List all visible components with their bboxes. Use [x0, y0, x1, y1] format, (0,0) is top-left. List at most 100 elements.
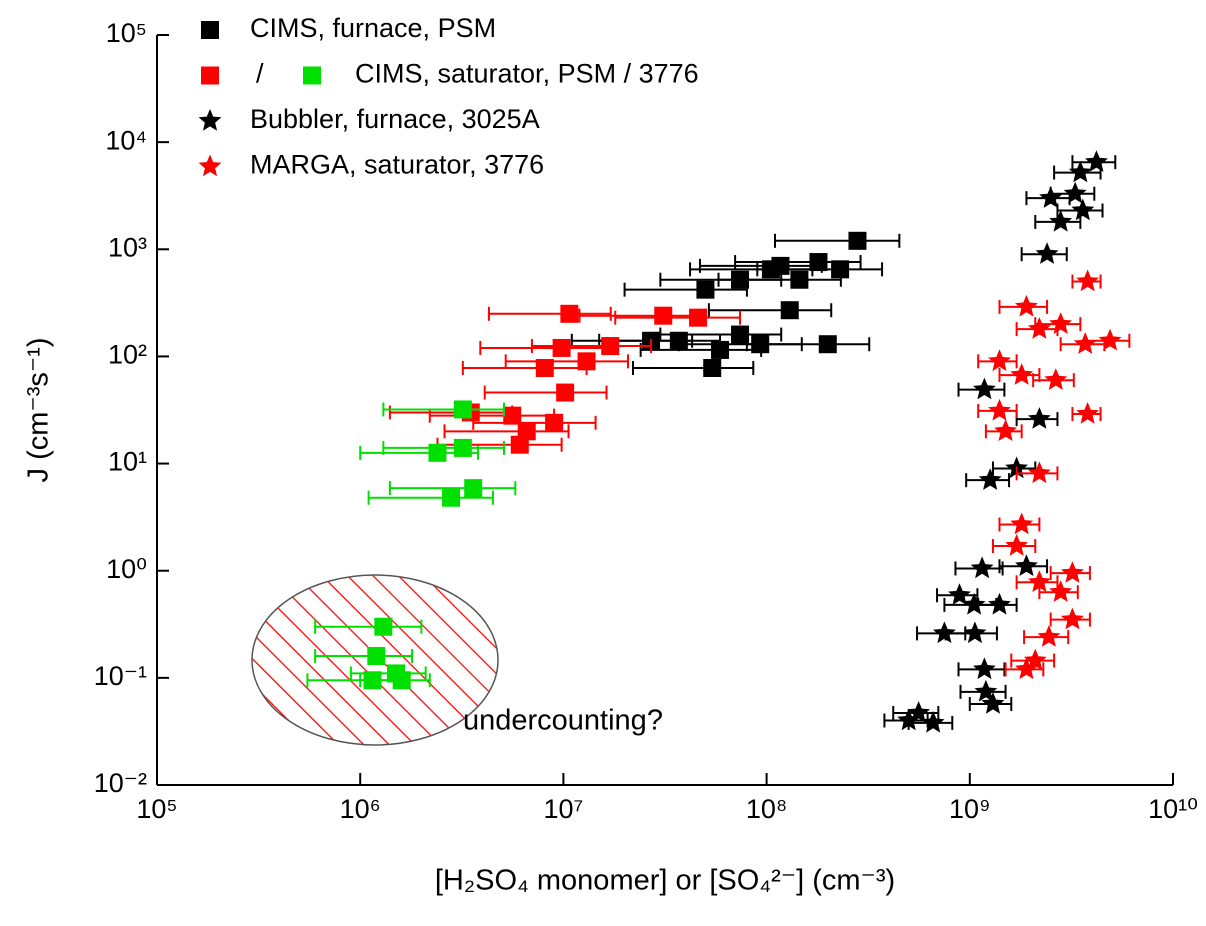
- square-marker: [535, 358, 554, 377]
- legend-label: MARGA, saturator, 3776: [250, 150, 544, 180]
- error-bar: [707, 303, 833, 318]
- series: [883, 150, 1117, 733]
- series: [388, 304, 742, 454]
- y-tick-label: 10¹: [108, 447, 147, 477]
- star-marker: [933, 621, 956, 644]
- y-tick-label: 10⁴: [105, 125, 147, 155]
- error-bar: [504, 354, 630, 369]
- square-marker: [201, 21, 219, 39]
- star-marker: [1015, 657, 1038, 680]
- square-marker: [428, 443, 447, 462]
- error-bar: [745, 337, 871, 352]
- x-tick-label: 10⁵: [136, 794, 177, 824]
- error-bar: [578, 308, 707, 323]
- star-marker: [1015, 294, 1038, 317]
- square-marker: [303, 66, 321, 85]
- x-axis-title: [H₂SO₄ monomer] or [SO₄²⁻] (cm⁻³): [435, 865, 895, 897]
- error-bar: [388, 405, 514, 420]
- series: [570, 231, 901, 377]
- star-marker: [897, 708, 920, 731]
- star-marker: [973, 657, 996, 680]
- square-marker: [453, 438, 472, 457]
- square-marker: [731, 325, 750, 344]
- star-marker: [1061, 607, 1084, 630]
- y-axis-title: J (cm⁻³s⁻¹): [23, 338, 55, 483]
- x-tick-label: 10¹⁰: [1148, 794, 1198, 824]
- square-marker: [848, 231, 867, 250]
- star-marker: [1044, 368, 1068, 390]
- star-marker: [1028, 317, 1051, 339]
- error-bar: [530, 339, 653, 354]
- star-marker: [1076, 269, 1099, 292]
- star-marker: [1039, 186, 1063, 208]
- star-marker: [988, 592, 1011, 615]
- y-tick-label: 10⁻¹: [94, 661, 147, 691]
- x-tick-label: 10⁷: [543, 794, 583, 824]
- square-marker: [790, 270, 809, 289]
- star-marker: [198, 109, 222, 131]
- square-marker: [464, 479, 483, 498]
- square-marker: [689, 308, 708, 327]
- square-marker: [818, 335, 837, 354]
- error-bar: [388, 481, 517, 496]
- star-marker: [1073, 332, 1097, 354]
- y-tick-label: 10⁻²: [94, 768, 147, 798]
- star-marker: [1068, 160, 1092, 183]
- square-marker: [560, 304, 579, 323]
- square-marker: [510, 435, 529, 454]
- square-marker: [552, 338, 571, 357]
- square-marker: [831, 260, 850, 279]
- star-marker: [973, 377, 996, 400]
- star-marker: [198, 154, 222, 177]
- star-marker: [1010, 363, 1034, 385]
- star-marker: [981, 692, 1005, 714]
- legend-label: CIMS, furnace, PSM: [250, 13, 496, 43]
- star-marker: [1005, 534, 1028, 556]
- square-marker: [654, 306, 673, 325]
- square-marker: [780, 301, 799, 320]
- y-tick-label: 10²: [108, 340, 147, 370]
- square-marker: [442, 488, 461, 507]
- square-marker: [703, 358, 722, 377]
- star-marker: [1098, 328, 1122, 351]
- annotation: undercounting?: [463, 705, 663, 737]
- square-marker: [374, 617, 393, 636]
- star-marker: [1049, 580, 1073, 602]
- square-marker: [771, 256, 790, 275]
- square-marker: [201, 66, 219, 85]
- error-bar: [631, 360, 755, 375]
- star-marker: [921, 710, 945, 733]
- error-bar: [483, 385, 608, 400]
- star-marker: [1049, 312, 1073, 334]
- star-marker: [1037, 625, 1061, 647]
- series: [977, 269, 1131, 680]
- x-tick-label: 10⁹: [949, 794, 991, 824]
- error-bar: [314, 619, 423, 634]
- square-marker: [367, 646, 386, 665]
- y-tick-label: 10³: [108, 232, 147, 262]
- star-marker: [1076, 402, 1099, 424]
- star-marker: [1028, 407, 1051, 429]
- star-marker: [1015, 554, 1038, 576]
- star-marker: [1085, 150, 1108, 172]
- error-bar: [623, 282, 748, 297]
- star-marker: [994, 419, 1017, 441]
- error-bar: [367, 490, 494, 505]
- error-bar: [487, 306, 612, 321]
- star-marker: [978, 468, 1002, 490]
- star-marker: [1035, 242, 1059, 264]
- error-bar: [774, 233, 901, 248]
- star-marker: [948, 583, 971, 605]
- error-bar: [461, 360, 588, 375]
- star-marker: [988, 398, 1011, 421]
- legend-label: CIMS, saturator, PSM / 3776: [355, 59, 699, 89]
- y-tick-label: 10⁵: [106, 18, 147, 48]
- legend-separator: /: [256, 59, 264, 89]
- square-marker: [545, 413, 564, 432]
- star-marker: [970, 556, 994, 579]
- y-tick-label: 10⁰: [106, 554, 147, 584]
- star-marker: [1071, 198, 1095, 221]
- error-bar: [443, 424, 570, 439]
- star-marker: [1010, 512, 1034, 535]
